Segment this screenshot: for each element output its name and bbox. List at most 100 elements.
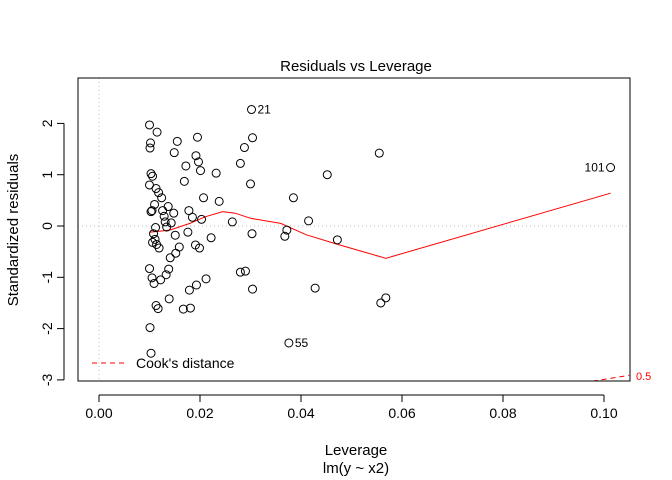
data-point — [193, 157, 203, 167]
data-point — [171, 248, 181, 258]
point-label-21: 21 — [258, 103, 272, 117]
data-point — [381, 293, 391, 303]
data-point — [151, 223, 161, 233]
data-point — [280, 231, 290, 241]
data-point — [145, 143, 155, 153]
data-point — [191, 151, 201, 161]
y-tick-label: 1 — [39, 171, 55, 179]
data-point — [184, 206, 194, 216]
data-point — [161, 270, 171, 280]
data-point — [157, 193, 167, 203]
data-point — [196, 166, 206, 176]
y-tick-label: -1 — [39, 271, 55, 284]
data-point — [304, 216, 314, 226]
data-point — [154, 243, 164, 253]
data-point — [145, 323, 155, 333]
data-point — [184, 285, 194, 295]
data-point — [197, 214, 207, 224]
y-tick-label: -2 — [39, 322, 55, 335]
data-point — [163, 202, 173, 212]
smoother-layer — [149, 192, 611, 259]
data-point — [165, 253, 175, 263]
smoother-line — [149, 192, 611, 259]
cooks-distance-line — [590, 374, 630, 381]
data-point — [206, 233, 216, 243]
data-point — [332, 235, 342, 245]
x-tick-label: 0.00 — [85, 405, 112, 421]
data-point — [154, 188, 164, 198]
data-point — [166, 218, 176, 228]
x-tick-label: 0.10 — [590, 405, 617, 421]
data-point — [214, 196, 224, 206]
data-point — [246, 179, 255, 189]
reference-lines — [78, 78, 630, 381]
data-points — [145, 105, 616, 358]
data-point — [146, 138, 156, 148]
data-point — [156, 275, 166, 285]
cooks-distance-contour — [590, 374, 630, 381]
data-point — [248, 284, 258, 294]
chart-title: Residuals vs Leverage — [280, 58, 432, 75]
data-point — [192, 132, 202, 142]
data-point — [239, 143, 249, 153]
data-point — [247, 229, 257, 239]
data-point — [376, 298, 386, 308]
data-point — [194, 243, 204, 253]
y-tick-label: 0 — [39, 222, 55, 230]
data-point — [178, 304, 188, 314]
y-tick-label: 2 — [39, 119, 55, 127]
y-tick-label: -3 — [39, 373, 55, 386]
data-point — [199, 193, 209, 203]
x-tick-label: 0.04 — [287, 405, 314, 421]
point-label-55: 55 — [295, 336, 309, 350]
data-point — [145, 120, 154, 130]
data-point — [235, 267, 245, 277]
data-point — [606, 163, 616, 173]
x-tick-label: 0.06 — [388, 405, 415, 421]
data-point — [181, 161, 191, 171]
data-point — [145, 264, 154, 274]
data-point — [148, 237, 158, 247]
data-point — [183, 227, 193, 237]
data-point — [169, 148, 179, 158]
data-point — [235, 158, 245, 168]
x-axis-title: Leverage — [325, 442, 388, 459]
data-point — [227, 217, 237, 227]
data-point — [282, 225, 292, 235]
data-point — [201, 274, 211, 284]
data-point — [152, 127, 162, 137]
contour-labels: 0.5 — [636, 371, 651, 383]
data-point — [146, 348, 156, 358]
x-axis: 0.00 0.02 0.04 0.06 0.08 0.10 — [85, 394, 618, 421]
data-point — [164, 294, 174, 304]
data-point — [248, 133, 258, 143]
data-point — [172, 136, 182, 146]
data-point — [158, 206, 168, 216]
data-point — [247, 105, 257, 115]
legend-label: Cook's distance — [136, 355, 235, 371]
data-point — [147, 273, 157, 283]
data-point — [160, 217, 170, 227]
data-point — [146, 169, 156, 179]
y-axis-title: Standardized residuals — [5, 154, 22, 307]
x-tick-label: 0.08 — [489, 405, 516, 421]
data-point — [374, 148, 384, 158]
data-point — [149, 229, 159, 239]
data-point — [146, 207, 156, 217]
cooks-contour-label: 0.5 — [636, 371, 651, 383]
data-point — [151, 301, 161, 311]
data-point — [148, 171, 158, 181]
data-point — [310, 283, 320, 293]
data-point — [284, 338, 294, 348]
data-point — [179, 176, 189, 186]
data-point — [185, 303, 195, 313]
point-label-101: 101 — [585, 161, 605, 175]
plot-frame — [77, 77, 631, 382]
data-point — [169, 208, 179, 218]
data-point — [150, 234, 160, 244]
data-point — [240, 266, 250, 276]
y-axis: -3 -2 -1 0 1 2 — [39, 119, 65, 386]
data-point — [164, 264, 174, 274]
point-labels: 21 55 101 — [258, 103, 605, 350]
